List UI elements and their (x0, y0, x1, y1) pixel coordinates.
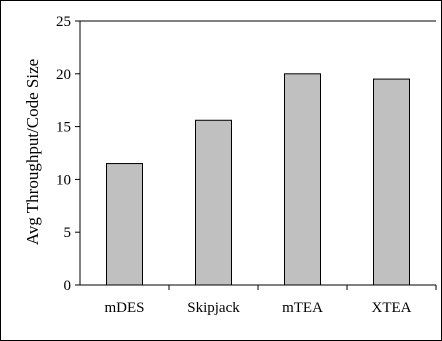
x-tick-label: mDES (104, 300, 144, 316)
y-tick-label: 20 (56, 67, 71, 83)
y-axis-title: Avg Throughput/Code Size (23, 59, 42, 245)
x-tick-label: XTEA (372, 300, 412, 316)
bars (106, 73, 410, 286)
y-tick-label: 0 (64, 278, 72, 294)
x-tick-label: Skipjack (187, 300, 240, 316)
bar-skipjack (195, 119, 232, 286)
y-axis: 0 5 10 15 20 25 (56, 14, 436, 294)
bar-mdes (106, 163, 143, 286)
x-axis: mDES Skipjack mTEA XTEA (80, 284, 437, 316)
y-tick-label: 10 (56, 172, 71, 188)
bar-mtea (284, 73, 321, 286)
y-tick-label: 5 (64, 225, 72, 241)
x-tick-label: mTEA (282, 300, 323, 316)
bar-xtea (373, 78, 410, 286)
y-tick-label: 25 (56, 14, 71, 30)
y-tick-label: 15 (56, 120, 71, 136)
